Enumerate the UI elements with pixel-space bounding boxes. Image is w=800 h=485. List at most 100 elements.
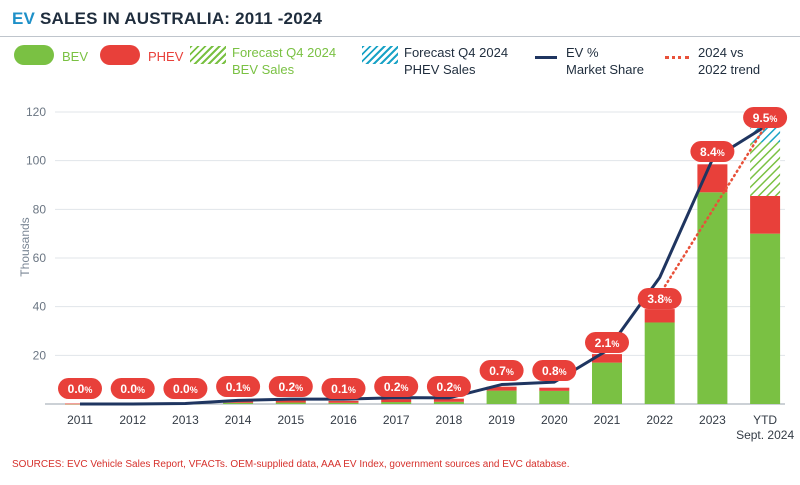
share-label-pill (426, 376, 471, 397)
legend-trend-line2: 2022 trend (698, 62, 761, 77)
legend-forecast-phev-label: Forecast Q4 2024 PHEV Sales (404, 44, 508, 78)
x-tick-label: 2015 (277, 413, 304, 427)
bar-phev (644, 309, 675, 323)
bar-bev (223, 402, 254, 404)
title-rest: SALES IN AUSTRALIA: 2011 -2024 (35, 9, 323, 28)
bar-bev (750, 233, 781, 404)
y-tick-label: 120 (26, 105, 46, 119)
legend-trend-line (665, 56, 689, 59)
x-tick-label: 2019 (488, 413, 515, 427)
share-label-text: 0.2% (384, 380, 409, 394)
bar-bev (275, 402, 306, 404)
share-label-pill (743, 107, 788, 128)
legend-bev-swatch (14, 45, 54, 65)
bar-phev (328, 400, 359, 403)
bar-phev (381, 399, 412, 403)
x-tick-label: Sept. 2024 (736, 428, 794, 442)
sources-note: SOURCES: EVC Vehicle Sales Report, VFACT… (12, 459, 570, 470)
y-tick-label: 100 (26, 154, 46, 168)
share-label-text: 0.0% (173, 382, 198, 396)
legend-phev-label: PHEV (148, 49, 184, 64)
x-tick-label: 2014 (225, 413, 252, 427)
x-tick-label: 2020 (541, 413, 568, 427)
legend-forecast-bev-line1: Forecast Q4 2024 (232, 45, 337, 60)
share-label-text: 0.7% (489, 364, 514, 378)
share-label-text: 0.0% (68, 382, 93, 396)
bar-bev (328, 402, 359, 404)
x-tick-label: YTD (753, 413, 777, 427)
legend-market-share-line (535, 56, 557, 59)
legend-forecast-bev-swatch (190, 46, 226, 64)
x-tick-label: 2022 (646, 413, 673, 427)
legend-phev-swatch (100, 45, 140, 65)
share-label-text: 0.1% (226, 380, 251, 394)
share-label-pill (532, 360, 577, 381)
bar-forecast-bev (750, 142, 781, 196)
share-label-pill (374, 376, 419, 397)
y-tick-label: 80 (33, 202, 47, 216)
legend-market-share-line2: Market Share (566, 62, 645, 77)
bar-bev (697, 192, 728, 404)
share-label-pill (58, 378, 102, 399)
share-label-pill (479, 360, 524, 381)
bar-bev (433, 401, 464, 404)
bar-bev (381, 402, 412, 404)
bar-phev (539, 387, 570, 391)
x-tick-label: 2021 (594, 413, 621, 427)
x-tick-label: 2011 (67, 413, 93, 427)
legend-market-share-label: EV % Market Share (566, 44, 644, 78)
x-tick-label: 2013 (172, 413, 199, 427)
legend-forecast-bev-line2: BEV Sales (232, 62, 295, 77)
legend-trend-line1: 2024 vs (698, 45, 744, 60)
legend-bev-label: BEV (62, 49, 89, 64)
bar-phev (486, 386, 517, 391)
legend-forecast-phev-swatch (362, 46, 398, 64)
y-tick-label: 60 (33, 251, 47, 265)
share-label-pill (163, 378, 208, 399)
share-label-text: 0.2% (278, 380, 303, 394)
bar-bev (644, 322, 675, 404)
legend-forecast-bev-label: Forecast Q4 2024 BEV Sales (232, 44, 336, 78)
share-label-pill (637, 288, 682, 309)
share-label-pill (110, 378, 155, 399)
bar-phev (275, 399, 306, 403)
share-label-pill (585, 332, 629, 353)
bar-forecast-phev (750, 127, 781, 143)
bar-phev (223, 401, 254, 403)
bar-bev (539, 390, 570, 404)
title-divider (0, 36, 800, 37)
title-ev: EV (12, 9, 36, 28)
ev-sales-chart: 20 40 60 80 100 120 0.0% 0.0% 0.0% 0.1% 0.2% 0.1% 0… (26, 105, 794, 442)
share-label-text: 2.1% (595, 336, 620, 350)
y-tick-label: 20 (33, 348, 47, 362)
share-label-pill (268, 376, 313, 397)
trend-line (658, 125, 767, 296)
share-label-text: 0.2% (437, 380, 462, 394)
share-label-text: 3.8% (647, 292, 672, 306)
share-label-text: 0.8% (542, 364, 567, 378)
share-label-text: 0.1% (331, 382, 356, 396)
bar-bev (486, 390, 517, 404)
x-tick-label: 2023 (699, 413, 726, 427)
bar-phev (592, 354, 622, 363)
share-label-pill (216, 376, 261, 397)
x-tick-label: 2018 (436, 413, 463, 427)
share-label-pill (321, 378, 366, 399)
chart-title: EV SALES IN AUSTRALIA: 2011 -2024 (12, 9, 322, 29)
bar-bev (592, 362, 622, 404)
legend-forecast-phev-line2: PHEV Sales (404, 62, 476, 77)
bar-phev (697, 164, 728, 193)
share-label-text: 0.0% (120, 382, 145, 396)
y-tick-label: 40 (33, 300, 47, 314)
x-tick-label: 2012 (119, 413, 146, 427)
share-label-text: 8.4% (700, 145, 725, 159)
legend-market-share-line1: EV % (566, 45, 599, 60)
x-tick-label: 2017 (383, 413, 410, 427)
bar-phev (750, 195, 781, 234)
bar-phev (433, 398, 464, 402)
x-tick-label: 2016 (330, 413, 357, 427)
legend-trend-label: 2024 vs 2022 trend (698, 44, 760, 78)
legend-forecast-phev-line1: Forecast Q4 2024 (404, 45, 509, 60)
share-label-text: 9.5% (753, 111, 778, 125)
share-label-pill (690, 141, 735, 162)
